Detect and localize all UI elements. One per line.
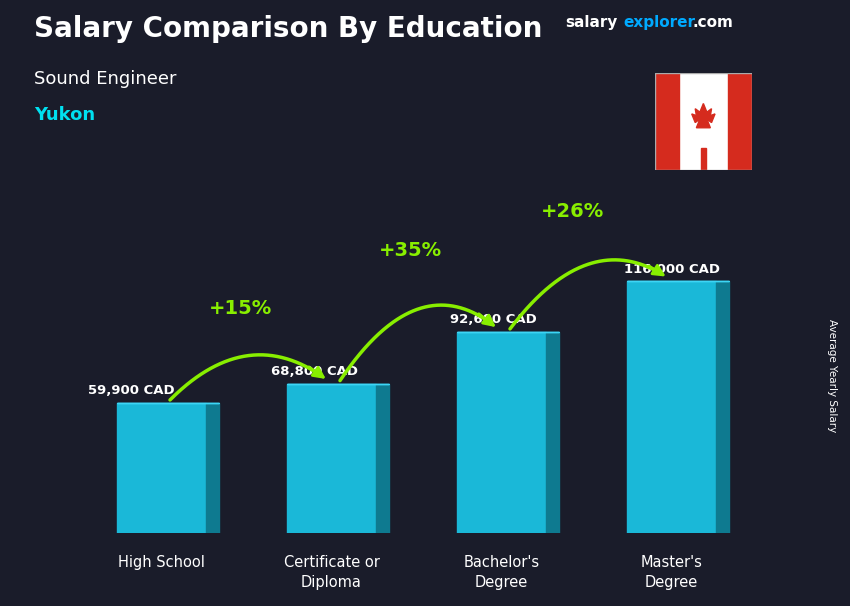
Text: +35%: +35% <box>379 241 442 259</box>
Polygon shape <box>716 281 729 533</box>
Polygon shape <box>206 403 219 533</box>
Bar <box>728 73 752 170</box>
Text: Salary Comparison By Education: Salary Comparison By Education <box>34 15 542 43</box>
Text: 116,000 CAD: 116,000 CAD <box>624 262 719 276</box>
Bar <box>627 281 716 533</box>
Text: 59,900 CAD: 59,900 CAD <box>88 384 174 398</box>
Text: +15%: +15% <box>209 299 272 318</box>
Text: 68,800 CAD: 68,800 CAD <box>271 365 358 378</box>
Text: .com: .com <box>693 15 734 30</box>
Text: explorer: explorer <box>623 15 695 30</box>
Text: +26%: +26% <box>541 202 604 221</box>
Text: salary: salary <box>565 15 618 30</box>
Text: 92,600 CAD: 92,600 CAD <box>450 313 536 327</box>
Text: Average Yearly Salary: Average Yearly Salary <box>827 319 837 432</box>
Bar <box>457 332 546 533</box>
Text: Yukon: Yukon <box>34 106 95 124</box>
Bar <box>701 148 706 170</box>
Polygon shape <box>692 104 715 128</box>
Text: Sound Engineer: Sound Engineer <box>34 70 177 88</box>
Polygon shape <box>546 332 559 533</box>
Bar <box>287 384 376 533</box>
Bar <box>654 73 679 170</box>
Bar <box>117 403 206 533</box>
Polygon shape <box>376 384 389 533</box>
